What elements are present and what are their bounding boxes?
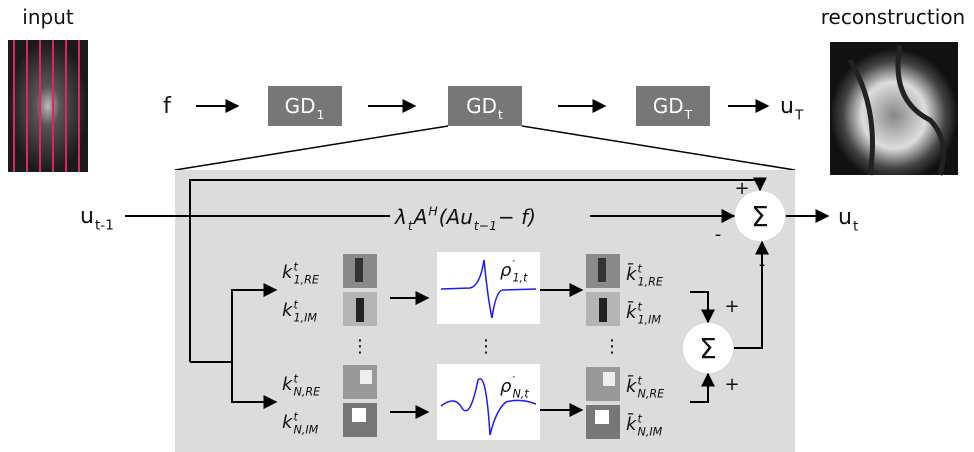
label: input — [22, 5, 74, 29]
label: ⋮ — [477, 336, 495, 357]
label: Σ — [751, 200, 769, 233]
text-sup: t — [637, 300, 642, 313]
text-sub: t-1 — [95, 218, 114, 234]
label: ⋮ — [351, 336, 369, 357]
label: f — [163, 94, 172, 119]
text-sub: 1 — [317, 107, 325, 122]
text-sup: H — [428, 204, 437, 219]
text: ⋮ — [477, 336, 495, 357]
text-base: GD — [466, 94, 497, 118]
text-sup: t — [637, 412, 642, 425]
text-sub: N,RE — [293, 385, 321, 398]
text-sub: T — [794, 108, 804, 124]
text-base: k̄ — [626, 375, 638, 397]
text-base: GD — [285, 94, 316, 118]
text-base: k — [282, 412, 294, 433]
text-sub: t−1 — [474, 218, 497, 233]
text-sup: t — [637, 374, 642, 387]
text-base: ρ — [500, 260, 512, 281]
text-base: ρ — [500, 376, 512, 397]
text: - — [715, 224, 722, 245]
text-sub: T — [684, 107, 693, 122]
label: Σ — [699, 332, 717, 365]
text-sub: N,IM — [637, 425, 662, 438]
zoom-line — [522, 126, 795, 170]
diagram: inputreconstructionfGD1GDtGDTuTut-1λtAH(… — [0, 0, 974, 452]
text-base: (Au — [439, 205, 473, 229]
text-sub: 1,RE — [293, 273, 319, 286]
text-sub: 1,t — [512, 271, 528, 284]
text-sub: 1,IM — [293, 311, 317, 324]
label: ⋮ — [603, 336, 621, 357]
kspace-image — [8, 40, 88, 172]
text-base: u — [80, 204, 94, 229]
text-base: GD — [653, 94, 684, 118]
text-base: A — [412, 205, 428, 229]
text-sub: t — [853, 219, 859, 235]
text: Σ — [751, 200, 769, 233]
text: f — [163, 94, 172, 119]
text: ⋮ — [351, 336, 369, 357]
text: reconstruction — [821, 5, 965, 29]
text-sub: t — [498, 107, 503, 122]
text-base: k̄ — [626, 413, 638, 435]
text: input — [22, 5, 74, 29]
text-sup: t — [293, 298, 298, 311]
text-sub: 1,IM — [637, 313, 661, 326]
text: - — [759, 254, 766, 275]
label: - — [715, 224, 722, 245]
text-sup: t — [293, 372, 298, 385]
text-sup: t — [293, 410, 298, 423]
text: + — [724, 374, 739, 395]
text-base: k — [282, 374, 294, 395]
label: + — [724, 374, 739, 395]
label: reconstruction — [821, 5, 965, 29]
text-sub: 1,RE — [637, 275, 663, 288]
text-base: − f) — [498, 205, 536, 229]
text: + — [734, 178, 749, 199]
text: Σ — [699, 332, 717, 365]
text-base: k̄ — [626, 263, 638, 285]
zoom-line — [175, 126, 448, 170]
text-sub: N,t — [512, 387, 529, 400]
reconstruction-image — [830, 42, 958, 175]
text-base: u — [838, 205, 852, 230]
text-sup: t — [293, 260, 298, 273]
text: + — [724, 296, 739, 317]
label: - — [759, 254, 766, 275]
text-base: u — [780, 94, 794, 119]
text-base: k̄ — [626, 301, 638, 323]
text-sub: N,RE — [637, 387, 665, 400]
text-sup: t — [637, 262, 642, 275]
label: + — [724, 296, 739, 317]
text-sub: N,IM — [293, 423, 318, 436]
text: ⋮ — [603, 336, 621, 357]
text-base: k — [282, 262, 294, 283]
label: + — [734, 178, 749, 199]
text-base: k — [282, 300, 294, 321]
text-base: λ — [394, 205, 407, 229]
